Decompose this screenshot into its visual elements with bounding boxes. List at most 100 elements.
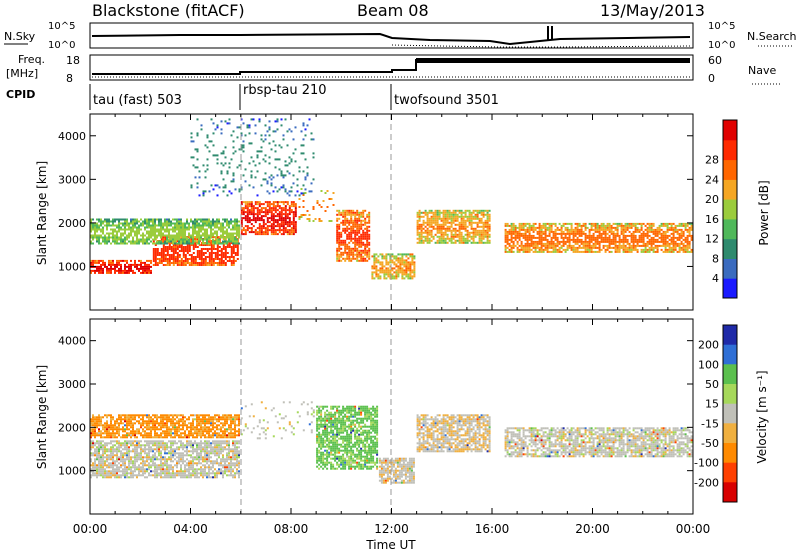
echo-cell [391, 273, 394, 276]
echo-cell [582, 242, 585, 245]
echo-cell [274, 144, 277, 147]
echo-cell [174, 450, 176, 453]
echo-cell [190, 254, 193, 256]
echo-cell [134, 458, 136, 461]
echo-cell [470, 215, 473, 218]
echo-cell [98, 271, 100, 274]
echo-cell [420, 215, 423, 218]
echo-cell [174, 472, 176, 475]
echo-cell [178, 448, 180, 451]
echo-cell [656, 226, 659, 229]
echo-cell [164, 218, 166, 221]
echo-cell [174, 242, 176, 245]
echo-cell [184, 250, 187, 252]
echo-cell [144, 452, 146, 455]
echo-cell [102, 271, 104, 274]
echo-cell [348, 209, 351, 212]
echo-cell [362, 235, 365, 238]
echo-cell [146, 222, 148, 225]
echo-cell [680, 234, 683, 237]
echo-cell [592, 250, 595, 253]
echo-cell [556, 228, 559, 231]
echo-cell [538, 222, 541, 225]
echo-cell [106, 238, 108, 241]
echo-cell [548, 250, 551, 253]
echo-cell [436, 239, 439, 242]
echo-cell [436, 221, 439, 224]
echo-cell [108, 271, 110, 274]
echo-cell [580, 224, 583, 227]
echo-cell [582, 222, 585, 225]
echo-cell [176, 222, 178, 225]
echo-cell [344, 259, 347, 262]
echo-cell [164, 462, 166, 465]
echo-cell [114, 444, 116, 447]
echo-cell [146, 232, 148, 235]
echo-cell [298, 218, 301, 220]
echo-cell [138, 230, 140, 233]
echo-cell [622, 232, 625, 235]
echo-cell [112, 220, 114, 223]
echo-cell [424, 231, 427, 234]
echo-cell [554, 228, 557, 231]
echo-cell [176, 220, 178, 223]
echo-cell [385, 263, 388, 266]
echo-cell [156, 468, 158, 471]
echo-cell [266, 209, 269, 212]
echo-cell [190, 234, 192, 237]
echo-cell [254, 124, 257, 127]
echo-cell [148, 472, 150, 475]
echo-cell [550, 250, 553, 253]
echo-cell [144, 238, 146, 241]
echo-cell [96, 472, 98, 475]
echo-cell [426, 237, 429, 240]
echo-cell [90, 220, 92, 223]
echo-cell [108, 470, 110, 473]
echo-cell [168, 242, 171, 244]
echo-cell [538, 236, 541, 239]
echo-cell [170, 452, 172, 455]
echo-cell [214, 252, 217, 254]
echo-cell [100, 442, 102, 445]
echo-cell [184, 466, 186, 469]
echo-cell [624, 244, 627, 247]
echo-cell [358, 223, 361, 226]
echo-cell [198, 230, 200, 233]
echo-cell [354, 253, 357, 256]
echo-cell [428, 217, 431, 220]
echo-cell [202, 264, 205, 266]
freq-tick-low: 8 [66, 72, 73, 85]
echo-cell [188, 222, 190, 225]
echo-cell [338, 259, 341, 262]
echo-cell [590, 250, 593, 253]
echo-cell [642, 240, 645, 243]
echo-cell [428, 225, 431, 228]
echo-cell [122, 259, 124, 262]
echo-cell [132, 218, 134, 221]
echo-cell [128, 456, 130, 459]
echo-cell [484, 223, 487, 226]
echo-cell [138, 263, 140, 266]
echo-cell [182, 228, 184, 231]
echo-cell [340, 221, 343, 224]
echo-cell [164, 234, 166, 237]
echo-cell [278, 205, 281, 208]
echo-cell [262, 227, 265, 230]
echo-cell [186, 236, 188, 239]
echo-cell [160, 260, 163, 262]
echo-cell [458, 233, 461, 236]
echo-cell [242, 146, 245, 149]
echo-cell [342, 213, 345, 216]
echo-cell [446, 213, 449, 216]
echo-cell [470, 235, 473, 238]
echo-cell [340, 241, 343, 244]
echo-cell [136, 454, 138, 457]
echo-cell [272, 209, 275, 212]
echo-cell [144, 240, 146, 243]
echo-cell [424, 225, 427, 228]
echo-cell [636, 228, 639, 231]
echo-cell [116, 446, 118, 449]
echo-cell [268, 192, 271, 195]
echo-cell [102, 444, 104, 447]
echo-cell [106, 476, 108, 479]
